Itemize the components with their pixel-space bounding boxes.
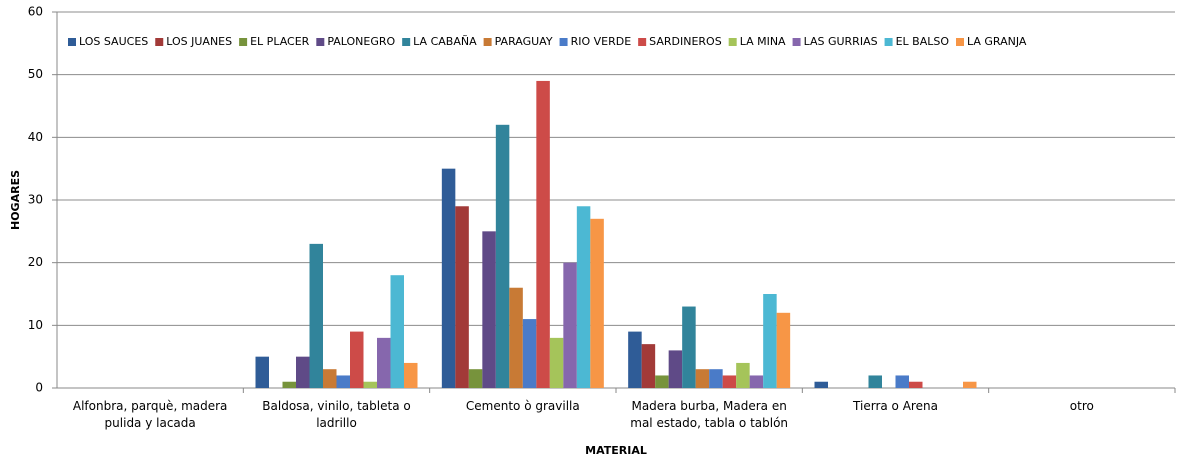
x-tick-label-box: otro bbox=[1069, 399, 1094, 413]
bar bbox=[404, 362, 418, 388]
bar bbox=[682, 306, 696, 388]
bar bbox=[709, 369, 723, 388]
bar bbox=[441, 168, 456, 388]
bar bbox=[590, 218, 604, 388]
x-tick-label: Alfonbra, parquè, madera pulida y lacada bbox=[72, 399, 228, 430]
bar bbox=[468, 369, 483, 388]
legend-label: PARAGUAY bbox=[495, 35, 553, 48]
y-tick-label: 30 bbox=[28, 193, 43, 207]
x-tick-label: otro bbox=[1069, 399, 1094, 413]
legend-label: RIO VERDE bbox=[571, 35, 632, 48]
bar bbox=[549, 337, 564, 388]
bar bbox=[323, 369, 337, 388]
legend-swatch bbox=[638, 38, 647, 46]
bar bbox=[909, 381, 923, 388]
bar bbox=[641, 344, 656, 388]
legend-swatch bbox=[884, 38, 893, 46]
legend-swatch bbox=[956, 38, 964, 46]
legend-swatch bbox=[68, 38, 76, 46]
bar bbox=[576, 206, 591, 388]
legend-swatch bbox=[155, 38, 164, 46]
bar bbox=[336, 375, 350, 388]
bar bbox=[255, 356, 269, 388]
x-tick-label-box: Cemento ò gravilla bbox=[465, 399, 580, 413]
x-tick-label: Tierra o Arena bbox=[853, 399, 938, 413]
y-tick-label: 40 bbox=[28, 130, 43, 144]
bar bbox=[350, 331, 364, 388]
bar bbox=[736, 362, 750, 388]
legend-label: LA GRANJA bbox=[967, 35, 1027, 48]
y-tick-label: 10 bbox=[28, 318, 43, 332]
legend-label: EL BALSO bbox=[896, 35, 950, 48]
bar bbox=[655, 375, 669, 388]
bar bbox=[563, 262, 577, 388]
y-tick-label: 20 bbox=[28, 255, 43, 269]
x-tick-label-box: Baldosa, vinilo, tableta o ladrillo bbox=[262, 399, 411, 430]
bar bbox=[628, 331, 642, 388]
legend-label: LA MINA bbox=[740, 35, 786, 48]
legend-swatch bbox=[559, 38, 568, 46]
x-axis-title: MATERIAL bbox=[585, 444, 647, 457]
legend-label: LAS GURRIAS bbox=[804, 35, 878, 48]
bar bbox=[482, 231, 496, 388]
y-tick-label: 0 bbox=[35, 381, 43, 395]
bar bbox=[763, 294, 777, 388]
bar bbox=[868, 375, 882, 388]
bar bbox=[296, 356, 310, 388]
y-tick-label: 50 bbox=[28, 67, 43, 81]
x-tick-label: Madera burba, Madera en mal estado, tabl… bbox=[630, 399, 789, 430]
bar bbox=[695, 369, 710, 388]
bar bbox=[749, 375, 764, 388]
bar bbox=[495, 124, 510, 389]
bar bbox=[668, 350, 683, 388]
legend-label: LOS SAUCES bbox=[79, 35, 148, 48]
bar bbox=[455, 206, 469, 388]
x-tick-label: Baldosa, vinilo, tableta o ladrillo bbox=[262, 399, 411, 430]
legend-label: LOS JUANES bbox=[166, 35, 232, 48]
bar bbox=[963, 381, 977, 388]
bar bbox=[282, 381, 296, 388]
bar bbox=[814, 381, 828, 388]
legend-swatch bbox=[483, 38, 492, 46]
legend-label: LA CABAÑA bbox=[413, 35, 477, 48]
bar bbox=[363, 381, 377, 388]
bar bbox=[390, 275, 404, 388]
bar bbox=[509, 287, 523, 388]
x-tick-label: Cemento ò gravilla bbox=[465, 399, 580, 413]
legend-label: SARDINEROS bbox=[649, 35, 722, 48]
legend-swatch bbox=[239, 38, 248, 46]
legend-label: EL PLACER bbox=[250, 35, 310, 48]
legend-swatch bbox=[728, 38, 737, 46]
legend-swatch bbox=[792, 38, 801, 46]
bar bbox=[522, 319, 537, 388]
bar bbox=[895, 375, 909, 388]
x-tick-label-box: Alfonbra, parquè, madera pulida y lacada bbox=[72, 399, 228, 430]
y-axis-title: HOGARES bbox=[9, 170, 22, 230]
bar bbox=[536, 80, 550, 388]
legend-label: PALONEGRO bbox=[327, 35, 395, 48]
x-tick-label-box: Tierra o Arena bbox=[853, 399, 938, 413]
bar bbox=[776, 312, 791, 388]
x-tick-label-box: Madera burba, Madera en mal estado, tabl… bbox=[630, 399, 789, 430]
legend-swatch bbox=[402, 38, 411, 46]
bar bbox=[309, 243, 323, 388]
y-tick-label: 60 bbox=[28, 5, 43, 19]
bar bbox=[377, 337, 391, 388]
legend-swatch bbox=[316, 38, 325, 46]
bar bbox=[722, 375, 737, 388]
